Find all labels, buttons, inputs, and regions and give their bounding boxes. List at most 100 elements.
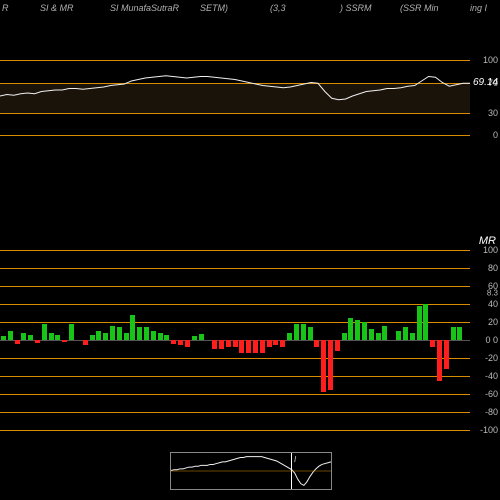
- mr-bar: [83, 340, 88, 345]
- mr-bar: [260, 340, 265, 353]
- y-tick-label: 0: [493, 130, 498, 140]
- mr-bar: [233, 340, 238, 347]
- mr-bar: [253, 340, 258, 353]
- mr-bar: [376, 333, 381, 340]
- mr-bar: [164, 335, 169, 340]
- grid-line: [0, 358, 470, 359]
- mr-bar: [110, 326, 115, 340]
- mr-bar: [444, 340, 449, 369]
- y-tick-label: 40: [488, 299, 498, 309]
- mr-bar: [21, 333, 26, 340]
- mr-bar: [403, 327, 408, 340]
- mr-bar: [430, 340, 435, 347]
- mr-bar: [417, 306, 422, 340]
- mr-bar: [151, 331, 156, 340]
- mr-bar: [212, 340, 217, 349]
- mr-bar: [294, 324, 299, 340]
- mr-bar: [369, 329, 374, 340]
- mr-bar: [199, 334, 204, 340]
- mr-bar: [226, 340, 231, 347]
- grid-line: [0, 412, 470, 413]
- mr-bar: [437, 340, 442, 381]
- mr-bar: [355, 320, 360, 340]
- mr-bar: [192, 336, 197, 340]
- corner-value: 8.3: [487, 289, 498, 298]
- mr-bar: [15, 340, 20, 344]
- grid-line: [0, 394, 470, 395]
- mr-bar: [90, 335, 95, 340]
- mr-bar: [49, 333, 54, 340]
- minimap-line: [171, 453, 331, 489]
- header-row: R SI & MR SI MunafaSutraR SETM) (3,3 ) SSRM (S…: [0, 0, 500, 20]
- mr-bar: [117, 327, 122, 340]
- mr-bar: [124, 333, 129, 340]
- mr-bar: [314, 340, 319, 347]
- grid-line: [0, 376, 470, 377]
- mr-bar: [246, 340, 251, 353]
- y-tick-label: 100: [483, 55, 498, 65]
- mr-bar: [396, 331, 401, 340]
- minimap-label: I: [294, 455, 296, 464]
- mr-bar-pane: 100806040200 0-20-40-60-80-1008.3: [0, 250, 500, 430]
- mr-bar: [219, 340, 224, 349]
- mr-bar: [137, 327, 142, 340]
- y-tick-label: -60: [485, 389, 498, 399]
- y-tick-label: -80: [485, 407, 498, 417]
- mr-bar: [362, 322, 367, 340]
- rsi-pane: 1007030069.14: [0, 60, 500, 135]
- header-text: (3,3: [270, 3, 286, 13]
- grid-line: [0, 430, 470, 431]
- y-tick-label: 100: [483, 245, 498, 255]
- mr-bar: [451, 327, 456, 340]
- mr-bar: [130, 315, 135, 340]
- current-value-label: 69.14: [473, 77, 498, 88]
- y-tick-label: 0 0: [485, 335, 498, 345]
- mr-bar: [144, 327, 149, 340]
- y-tick-label: -100: [480, 425, 498, 435]
- grid-line: [0, 304, 470, 305]
- mr-bar: [457, 327, 462, 340]
- mr-bar: [171, 340, 176, 344]
- header-text: SETM): [200, 3, 228, 13]
- y-tick-label: 30: [488, 108, 498, 118]
- grid-line: [0, 135, 470, 136]
- mr-bar: [348, 318, 353, 340]
- mr-bar: [42, 324, 47, 340]
- mr-bar: [335, 340, 340, 351]
- mr-bar: [239, 340, 244, 353]
- mr-bar: [328, 340, 333, 390]
- mr-bar: [8, 331, 13, 340]
- mr-bar: [342, 333, 347, 340]
- y-tick-label: -20: [485, 353, 498, 363]
- mr-bar: [185, 340, 190, 347]
- mr-bar: [423, 304, 428, 340]
- mr-bar: [62, 340, 67, 342]
- mr-bar: [308, 327, 313, 340]
- mr-bar: [273, 340, 278, 345]
- y-tick-label: -40: [485, 371, 498, 381]
- overview-minimap[interactable]: I: [170, 452, 332, 490]
- minimap-cursor[interactable]: [291, 453, 292, 489]
- mr-bar: [96, 331, 101, 340]
- mr-bar: [321, 340, 326, 392]
- mr-bar: [267, 340, 272, 347]
- header-text: SI MunafaSutraR: [110, 3, 179, 13]
- mr-bar: [55, 335, 60, 340]
- mr-bar: [301, 324, 306, 340]
- mr-bar: [1, 336, 6, 341]
- header-text: ing I: [470, 3, 487, 13]
- header-text: ) SSRM: [340, 3, 372, 13]
- mr-bar: [35, 340, 40, 343]
- header-text: R: [2, 3, 9, 13]
- grid-line: [0, 268, 470, 269]
- grid-line: [0, 286, 470, 287]
- mr-bar: [178, 340, 183, 345]
- mr-bar: [280, 340, 285, 347]
- grid-line: [0, 250, 470, 251]
- y-tick-label: 80: [488, 263, 498, 273]
- header-text: (SSR Min: [400, 3, 439, 13]
- header-text: SI & MR: [40, 3, 74, 13]
- mr-bar: [410, 333, 415, 340]
- mr-bar: [69, 324, 74, 340]
- mr-bar: [158, 333, 163, 340]
